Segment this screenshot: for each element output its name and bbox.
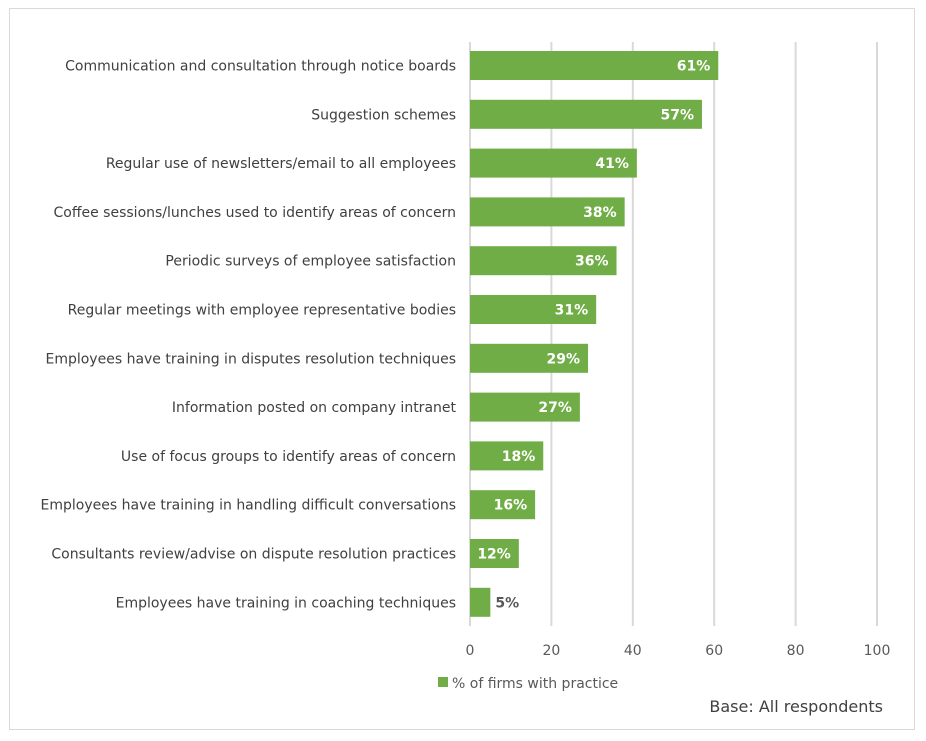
- data-label: 27%: [538, 400, 572, 416]
- chart-frame: [9, 8, 915, 730]
- bar: [470, 490, 536, 520]
- data-label: 18%: [502, 449, 536, 465]
- bar: [470, 295, 597, 324]
- x-tick-label: 40: [624, 643, 642, 659]
- x-tick-label: 0: [466, 643, 475, 659]
- category-label: Use of focus groups to identify areas of…: [121, 449, 456, 465]
- data-label: 16%: [494, 498, 528, 514]
- bar: [470, 392, 580, 422]
- category-label: Employees have training in handling diff…: [41, 498, 456, 514]
- data-label: 12%: [477, 547, 511, 563]
- x-tick-label: 20: [542, 643, 560, 659]
- data-label: 61%: [677, 59, 711, 75]
- category-label: Regular use of newsletters/email to all …: [106, 156, 456, 172]
- footnote: Base: All respondents: [709, 697, 883, 716]
- legend-swatch: [438, 677, 448, 687]
- data-label: 41%: [595, 156, 629, 172]
- bar: [470, 539, 519, 568]
- bar: [470, 148, 637, 178]
- bar: [470, 197, 625, 227]
- category-label: Periodic surveys of employee satisfactio…: [165, 254, 456, 270]
- category-label: Regular meetings with employee represent…: [68, 303, 456, 319]
- x-tick-label: 100: [864, 643, 891, 659]
- category-label: Consultants review/advise on dispute res…: [51, 547, 456, 563]
- category-label: Coffee sessions/lunches used to identify…: [54, 205, 456, 221]
- data-label: 31%: [555, 303, 589, 319]
- bar: [470, 99, 702, 129]
- category-label: Employees have training in disputes reso…: [45, 351, 456, 367]
- data-label: 5%: [495, 595, 519, 611]
- category-label: Communication and consultation through n…: [65, 59, 456, 75]
- legend-label: % of firms with practice: [452, 676, 618, 692]
- data-label: 36%: [575, 254, 609, 270]
- bar: [470, 587, 491, 617]
- data-label: 38%: [583, 205, 617, 221]
- data-label: 57%: [660, 107, 694, 123]
- category-label: Employees have training in coaching tech…: [116, 595, 456, 611]
- x-tick-label: 60: [705, 643, 723, 659]
- bar: [470, 51, 719, 80]
- bar: [470, 343, 589, 373]
- bar: [470, 246, 617, 276]
- category-label: Suggestion schemes: [311, 107, 456, 123]
- data-label: 29%: [547, 351, 581, 367]
- bar: [470, 441, 544, 471]
- x-tick-label: 80: [787, 643, 805, 659]
- category-label: Information posted on company intranet: [172, 400, 457, 416]
